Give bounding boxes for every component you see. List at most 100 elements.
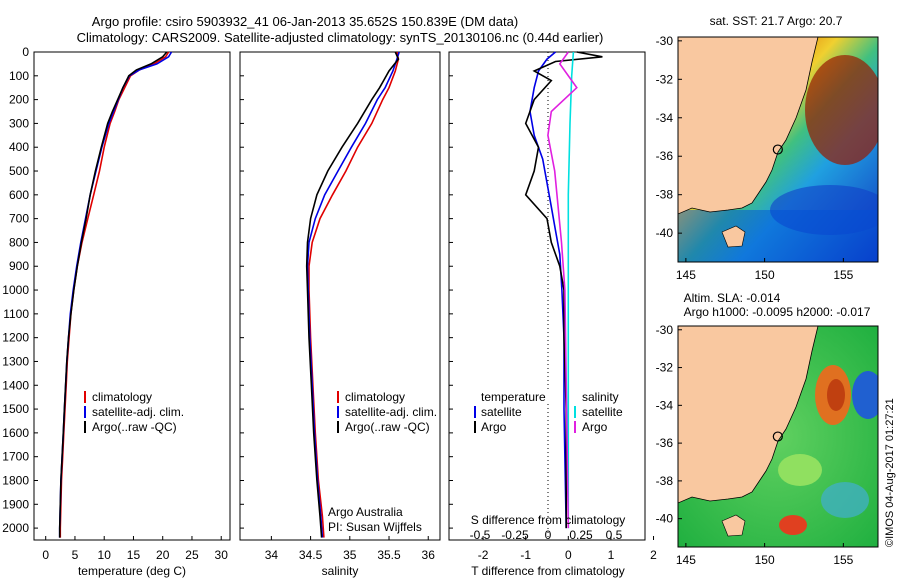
argo-line [58, 51, 168, 538]
agency-note: Argo Australia [328, 505, 403, 519]
satellite-line [58, 51, 173, 538]
legend-bg [470, 390, 550, 404]
lon-tick-label: 145 [676, 553, 696, 567]
diff-legend-ssat: satellite [582, 405, 623, 419]
salinity-argo-diff-line [547, 51, 578, 529]
sla-map-title2: Argo h1000: -0.0095 h2000: -0.017 [684, 305, 871, 319]
legend-climatology: climatology [92, 390, 152, 404]
x-tick-label: 20 [156, 548, 170, 562]
imos-stamp: ©IMOS 04-Aug-2017 01:27:21 [884, 398, 896, 547]
sla-map-frame [677, 325, 879, 548]
depth-tick-label: 2000 [2, 521, 29, 535]
temperature-xlabel: temperature (deg C) [78, 564, 186, 578]
lat-tick-label: -38 [656, 474, 674, 488]
legend-title-salinity: salinity [582, 390, 619, 404]
lat-tick-label: -30 [656, 34, 674, 48]
x2-tick: -0.25 [501, 528, 529, 542]
sla-eddy [779, 515, 807, 535]
sal-legend-argo: Argo(..raw -QC) [345, 420, 430, 434]
x-tick-label: 0 [42, 548, 49, 562]
depth-tick-label: 200 [9, 93, 29, 107]
depth-tick-label: 0 [22, 45, 29, 59]
x-tick-label: 25 [185, 548, 199, 562]
lat-tick-label: -40 [656, 226, 674, 240]
sla-trough [821, 482, 869, 518]
sla-map-lon-axis: 145 150 155 [676, 543, 854, 567]
depth-tick-label: 1900 [2, 497, 29, 511]
lat-tick-label: -36 [656, 149, 674, 163]
x-tick-label: -1 [520, 548, 531, 562]
x-tick-label: 34.5 [299, 548, 323, 562]
argo-line [305, 51, 400, 538]
warm-core [805, 55, 878, 165]
x-tick-label: 35.5 [377, 548, 401, 562]
sst-map-title: sat. SST: 21.7 Argo: 20.7 [710, 14, 843, 28]
land-top [678, 37, 819, 215]
salinity-xlabel: salinity [322, 564, 359, 578]
diff-legend-sargo: Argo [582, 420, 608, 434]
lat-tick-label: -30 [656, 323, 674, 337]
depth-tick-label: 900 [9, 259, 29, 273]
sla-map-lat-axis: -30 -32 -34 -36 -38 -40 [656, 323, 682, 526]
depth-tick-label: 300 [9, 116, 29, 130]
diff-legend-targo-swatch [474, 421, 476, 433]
lat-tick-label: -32 [656, 361, 674, 375]
x-tick-label: 5 [72, 548, 79, 562]
lat-tick-label: -36 [656, 436, 674, 450]
legend-satellite-swatch [84, 406, 86, 418]
float-marker-bottom [772, 431, 783, 442]
temperature-legend: climatology satellite-adj. clim. Argo(..… [84, 390, 184, 434]
x-tick-label: 1 [608, 548, 615, 562]
sal-legend-satellite-swatch [337, 406, 339, 418]
lat-tick-label: -34 [656, 111, 674, 125]
x-tick-label: 36 [422, 548, 436, 562]
depth-tick-label: 100 [9, 69, 29, 83]
island-top [721, 225, 746, 248]
x-tick-label: 2 [650, 548, 657, 562]
salinity-depth-ticks [240, 51, 244, 529]
lon-tick-label: 155 [833, 268, 853, 282]
sal-legend-climatology-swatch [337, 391, 339, 403]
sal-legend-satellite: satellite-adj. clim. [345, 405, 437, 419]
depth-tick-label: 1300 [2, 354, 29, 368]
salinity-lines [305, 51, 400, 538]
lon-tick-label: 150 [755, 268, 775, 282]
diff-legend-tsat: satellite [481, 405, 522, 419]
lat-tick-label: -34 [656, 398, 674, 412]
difference-legend: temperature salinity satellite Argo sate… [470, 390, 623, 434]
temperature-lines [58, 51, 173, 538]
sla-low [852, 371, 878, 419]
satellite-line [306, 51, 400, 538]
salinity-legend: climatology satellite-adj. clim. Argo(..… [337, 390, 437, 434]
legend-satellite: satellite-adj. clim. [92, 405, 184, 419]
difference-xlabel: T difference from climatology [471, 564, 625, 578]
depth-tick-label: 1700 [2, 450, 29, 464]
title-line1: Argo profile: csiro 5903932_41 06-Jan-20… [92, 14, 518, 29]
depth-axis: 0 100 200 300 400 500 600 700 800 900 1000 1100 1200… [2, 45, 38, 535]
salinity-x-axis: 34 34.5 35 35.5 36 [265, 536, 436, 562]
sst-map-frame [677, 36, 879, 263]
depth-tick-label: 800 [9, 235, 29, 249]
lat-tick-label: -40 [656, 512, 674, 526]
diff-legend-sargo-swatch [574, 421, 576, 433]
diff-legend-targo: Argo [481, 420, 507, 434]
difference-x2-ticklabels: -0.5 -0.25 0 0.25 0.5 [470, 528, 623, 542]
x2-tick: 0 [545, 528, 552, 542]
lon-tick-label: 150 [755, 553, 775, 567]
depth-tick-label: 1800 [2, 473, 29, 487]
temperature-argo-diff-line [524, 51, 603, 529]
legend-argo-swatch [84, 421, 86, 433]
climatology-line [59, 51, 170, 538]
land-bottom [678, 326, 819, 504]
legend-argo: Argo(..raw -QC) [92, 420, 177, 434]
legend-climatology-swatch [84, 391, 86, 403]
lat-tick-label: -38 [656, 188, 674, 202]
legend-title-temperature: temperature [481, 390, 546, 404]
climatology-line [308, 51, 400, 538]
sst-map: sat. SST: 21.7 Argo: 20.7 -30-32-34-36-3… [656, 14, 879, 282]
difference-x2label: S difference from climatology [471, 513, 626, 527]
difference-lines [524, 51, 603, 529]
title-line2: Climatology: CARS2009. Satellite-adjuste… [77, 30, 604, 45]
x-tick-label: 30 [215, 548, 229, 562]
x2-tick: 0.25 [569, 528, 593, 542]
